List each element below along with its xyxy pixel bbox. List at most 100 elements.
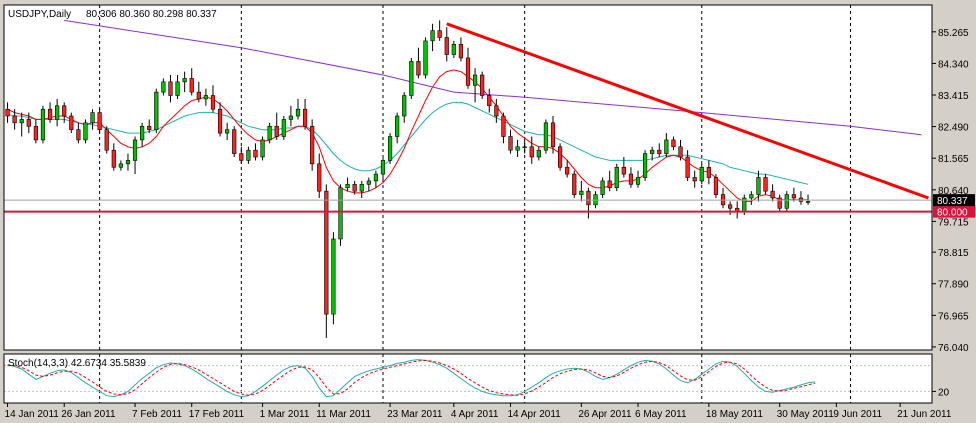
candle-body	[47, 108, 53, 120]
candle-body	[76, 129, 81, 141]
candle-body	[104, 129, 109, 151]
candle-body	[444, 37, 449, 55]
candle-body	[685, 156, 690, 178]
candle-body	[550, 122, 556, 148]
candle-body	[246, 149, 251, 161]
candle-body	[274, 125, 279, 137]
candle-body	[706, 166, 711, 178]
candle-body	[132, 139, 138, 161]
time-axis: 14 Jan 2011 26 Jan 2011 7 Feb 2011 17 Feb 2…	[5, 403, 952, 420]
candle-body	[267, 125, 272, 141]
candle-body	[635, 177, 641, 185]
drawn-lines	[4, 22, 932, 213]
x-tick-label: 4 Apr 2011	[451, 409, 499, 420]
candle-body	[494, 105, 499, 117]
candle-body	[536, 149, 541, 158]
candle-body	[437, 30, 442, 38]
candle-body	[451, 43, 456, 55]
candle-body	[55, 105, 60, 120]
candle-body	[395, 115, 400, 137]
x-tick-label: 14 Apr 2011	[508, 409, 562, 420]
candle-body	[642, 153, 648, 178]
x-tick-label: 30 May 2011	[777, 409, 835, 420]
candle-body	[458, 43, 464, 59]
candle-body	[805, 201, 811, 203]
candle-body	[331, 238, 336, 315]
last-price-tag	[933, 194, 975, 207]
x-tick-label: 7 Feb 2011	[132, 409, 182, 420]
candle-body	[225, 129, 230, 134]
trendline	[446, 22, 929, 200]
candles	[5, 20, 811, 339]
candle-body	[614, 166, 619, 189]
candle-body	[522, 146, 527, 149]
candle-body	[472, 74, 478, 86]
stoch-panel[interactable]	[4, 354, 932, 403]
candle-body	[210, 95, 216, 110]
candle-body	[671, 139, 676, 148]
candle-body	[62, 105, 67, 117]
candle-body	[33, 125, 38, 141]
y-tick-label: 80.640	[938, 186, 969, 197]
stoch-main-line	[7, 359, 816, 398]
candle-body	[239, 153, 244, 161]
candle-body	[565, 166, 570, 175]
candle-body	[352, 184, 357, 192]
x-tick-label: 14 Jan 2011	[5, 409, 60, 420]
x-tick-label: 1 Mar 2011	[260, 409, 310, 420]
candle-body	[416, 61, 421, 76]
candle-body	[791, 194, 796, 199]
candle-body	[621, 166, 626, 175]
candle-body	[69, 115, 74, 130]
candle-body	[756, 177, 761, 195]
candle-body	[253, 149, 258, 158]
candle-body	[508, 136, 513, 151]
candle-body	[288, 115, 294, 120]
support-price-label: 80.000	[937, 208, 968, 219]
candle-body	[324, 190, 329, 315]
candle-body	[763, 177, 768, 192]
stoch-title: Stoch(14,3,3) 42.6734 35.5839	[8, 358, 146, 369]
candle-body	[232, 129, 237, 154]
candle-body	[281, 119, 286, 137]
candle-body	[572, 173, 577, 195]
candle-body	[83, 122, 88, 141]
last-price-label: 80.337	[937, 196, 968, 207]
candle-body	[699, 166, 704, 182]
y-tick-label: 77.890	[938, 280, 969, 291]
candle-body	[579, 190, 584, 195]
price-axis: 76.040 76.965 77.890 78.815 79.715 80.640 81.5…	[932, 28, 975, 354]
price-panel-border	[3, 4, 933, 351]
candle-body	[310, 125, 315, 165]
candle-body	[118, 163, 123, 168]
y-tick-label: 76.040	[938, 343, 969, 354]
candle-body	[557, 146, 563, 168]
support-price-tag	[933, 205, 975, 218]
y-tick-label: 78.815	[938, 248, 969, 259]
candle-body	[480, 74, 485, 96]
candle-body	[784, 194, 789, 209]
candle-body	[168, 81, 173, 96]
y-tick-label: 81.565	[938, 154, 969, 165]
stoch-axis: 20	[932, 387, 950, 398]
candle-body	[373, 173, 379, 182]
candle-body	[182, 78, 187, 83]
candle-body	[423, 40, 428, 76]
y-tick-label: 82.490	[938, 123, 969, 134]
candle-body	[338, 187, 343, 240]
candle-body	[217, 108, 223, 134]
candle-body	[175, 81, 180, 96]
candle-body	[260, 139, 265, 158]
candle-body	[650, 149, 655, 154]
x-tick-label: 17 Feb 2011	[189, 409, 245, 420]
candle-body	[657, 149, 662, 154]
candle-body	[140, 125, 145, 141]
candle-body	[387, 136, 393, 161]
y-tick-label: 85.265	[938, 28, 969, 39]
candle-body	[777, 197, 782, 209]
candle-body	[770, 190, 775, 199]
y-tick-label: 84.340	[938, 59, 969, 70]
x-tick-label: 18 May 2011	[706, 409, 764, 420]
candle-body	[692, 177, 697, 182]
